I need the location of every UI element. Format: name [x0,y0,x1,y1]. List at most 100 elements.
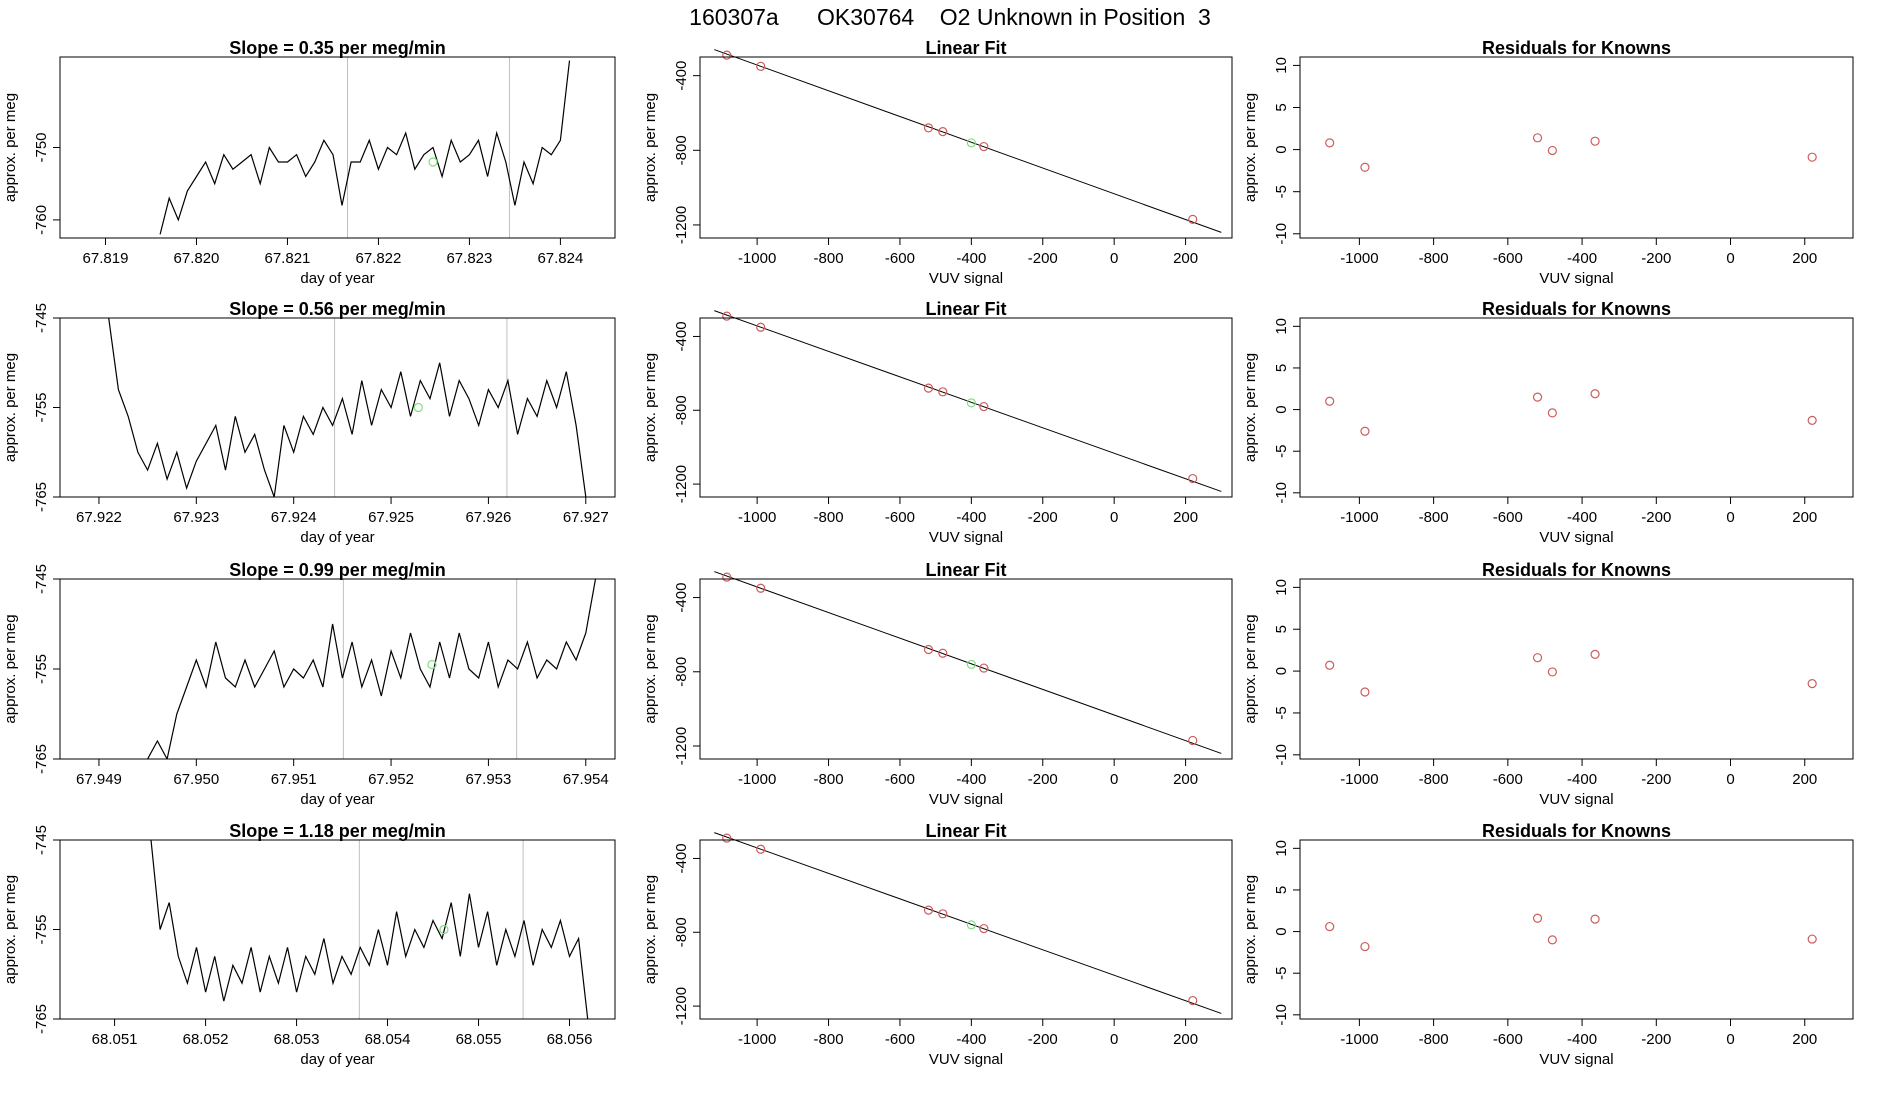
x-tick-label: 67.927 [563,509,609,526]
x-axis-label: VUV signal [1539,791,1613,808]
y-axis-label: approx. per meg [1242,875,1259,984]
x-tick-label: 0 [1726,509,1734,526]
x-tick-label: 200 [1173,771,1198,788]
x-tick-label: -1000 [738,771,776,788]
x-tick-label: -200 [1641,1031,1671,1048]
x-tick-label: 68.054 [365,1031,411,1048]
known-point [979,663,989,673]
residual-point [1590,136,1600,146]
x-tick-label: -400 [1567,250,1597,267]
y-tick-label: -1200 [673,987,690,1025]
x-tick-label: -200 [1641,509,1671,526]
x-tick-label: 68.051 [92,1031,138,1048]
x-tick-label: 67.953 [465,771,511,788]
x-tick-label: 67.824 [537,250,583,267]
known-point [923,123,934,133]
y-tick-label: 10 [1273,840,1290,857]
chart-title: Slope = 0.35 per meg/min [229,38,446,58]
plot-frame [699,578,1233,760]
plot-frame [59,317,616,498]
x-tick-label: -1000 [738,250,776,267]
chart-title: Linear Fit [925,299,1006,319]
plot-frame [1299,578,1854,760]
x-tick-label: 67.954 [563,771,609,788]
residual-point [1532,133,1543,143]
x-tick-label: -400 [956,1031,986,1048]
y-tick-label: 5 [1273,625,1290,633]
residual-point [1807,152,1817,162]
y-axis-label: approx. per meg [1242,93,1259,202]
residual-point [1360,162,1370,172]
known-point [756,844,766,854]
x-tick-label: -400 [1567,771,1597,788]
x-tick-label: -800 [1419,771,1449,788]
chart-title: Slope = 1.18 per meg/min [229,821,446,841]
x-tick-label: 67.819 [83,250,129,267]
x-axis-label: day of year [300,1051,374,1068]
known-point [979,923,989,934]
x-tick-label: 67.922 [76,509,122,526]
residual-point [1547,667,1557,677]
x-tick-label: 67.950 [173,771,219,788]
plot-frame [59,578,616,760]
y-tick-label: 0 [1273,145,1290,153]
y-tick-label: -800 [673,135,690,165]
y-tick-label: -800 [673,657,690,687]
unknown-point [966,138,976,148]
x-axis-label: VUV signal [929,1051,1003,1068]
x-tick-label: 0 [1726,250,1734,267]
y-axis-label: approx. per meg [642,875,659,984]
residual-point [1807,934,1817,944]
x-axis-label: VUV signal [1539,270,1613,287]
y-tick-label: 0 [1273,405,1290,413]
x-tick-label: 0 [1110,771,1118,788]
x-tick-label: -1000 [1340,509,1378,526]
known-point [756,61,766,71]
known-point [923,905,934,915]
known-point [1188,214,1198,224]
y-axis-label: approx. per meg [642,353,659,462]
known-point [1188,735,1198,746]
residual-point [1807,415,1817,426]
y-tick-label: 0 [1273,927,1290,935]
x-tick-label: -600 [1493,509,1523,526]
y-tick-label: 0 [1273,667,1290,675]
y-tick-label: -1200 [673,465,690,503]
x-tick-label: -1000 [1340,771,1378,788]
y-tick-label: 10 [1273,318,1290,335]
y-tick-label: -755 [33,392,50,422]
y-tick-label: 5 [1273,364,1290,372]
x-tick-label: 67.949 [76,771,122,788]
unknown-mean-point [439,924,449,935]
y-tick-label: 5 [1273,886,1290,894]
x-tick-label: 67.951 [271,771,317,788]
x-tick-label: 67.952 [368,771,414,788]
y-tick-label: 5 [1273,103,1290,111]
residual-point [1590,389,1600,399]
x-tick-label: 67.821 [265,250,311,267]
x-tick-label: 67.926 [465,509,511,526]
residual-point [1590,914,1600,924]
y-tick-label: -765 [33,1004,50,1034]
y-axis-label: approx. per meg [1242,353,1259,462]
x-tick-label: -400 [1567,1031,1597,1048]
x-tick-label: -600 [1493,250,1523,267]
x-tick-label: 200 [1792,250,1817,267]
y-tick-label: -745 [33,825,50,855]
x-tick-label: -400 [956,509,986,526]
x-tick-label: -200 [1028,1031,1058,1048]
x-tick-label: -200 [1641,250,1671,267]
known-point [722,311,732,321]
chart-title: Slope = 0.56 per meg/min [229,299,446,319]
unknown-mean-point [413,402,423,413]
signal-trace [150,840,589,1019]
x-tick-label: -1000 [1340,250,1378,267]
y-tick-label: -5 [1273,185,1290,198]
x-tick-label: -200 [1641,771,1671,788]
x-tick-label: -800 [1419,509,1449,526]
plot-frame [699,839,1233,1020]
x-tick-label: -200 [1028,509,1058,526]
y-axis-label: approx. per meg [2,353,19,462]
x-tick-label: 68.056 [547,1031,593,1048]
x-tick-label: 0 [1726,1031,1734,1048]
